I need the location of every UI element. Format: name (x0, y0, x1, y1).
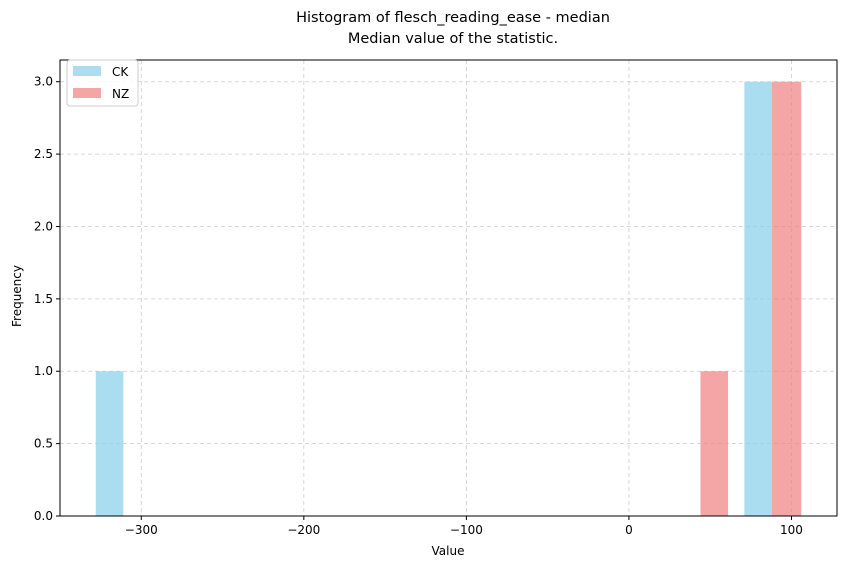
grid-lines (60, 60, 837, 517)
y-tick-label: 0.0 (34, 509, 53, 523)
x-axis-label: Value (432, 544, 465, 558)
bar-nz (700, 371, 729, 516)
legend: CK NZ (66, 59, 139, 107)
axes: −300 −200 −100 0 100 0.0 0.5 1.0 1.5 2.0 2.5 3.0 (34, 59, 838, 537)
legend-label-nz: NZ (112, 87, 129, 101)
x-tick-label: 0 (625, 523, 633, 537)
legend-swatch-nz (73, 88, 101, 98)
plot-frame (59, 59, 838, 517)
x-tick-label: 100 (780, 523, 803, 537)
bar-ck (95, 371, 124, 516)
y-tick-label: 0.5 (34, 437, 53, 451)
y-tick-label: 2.0 (34, 219, 53, 233)
x-tick-label: −300 (125, 523, 158, 537)
chart-subtitle: Median value of the statistic. (348, 31, 558, 47)
legend-swatch-ck (73, 66, 101, 76)
y-axis-label: Frequency (10, 265, 24, 327)
bar-ck (744, 81, 772, 516)
y-tick-label: 1.0 (34, 364, 53, 378)
y-tick-label: 2.5 (34, 147, 53, 161)
y-tick-label: 3.0 (34, 75, 53, 89)
bars (95, 81, 802, 516)
y-tick-label: 1.5 (34, 292, 53, 306)
bar-nz (771, 81, 802, 516)
chart-title: Histogram of flesch_reading_ease - media… (296, 10, 610, 26)
x-tick-label: −200 (287, 523, 320, 537)
x-tick-label: −100 (450, 523, 483, 537)
legend-label-ck: CK (112, 65, 129, 79)
